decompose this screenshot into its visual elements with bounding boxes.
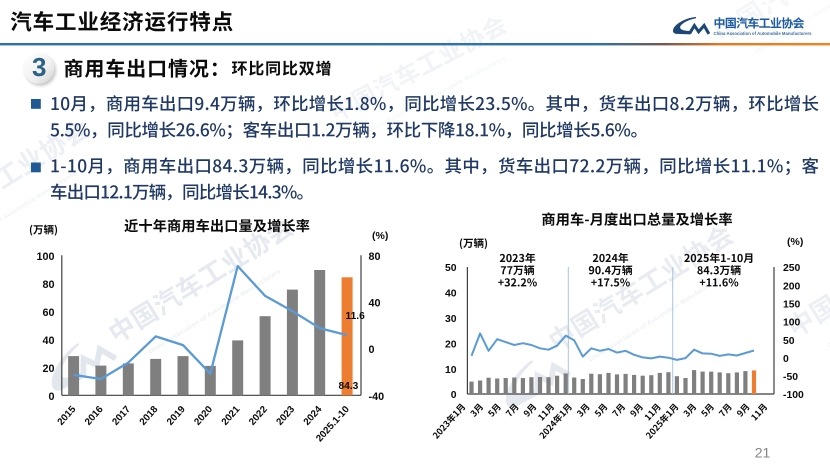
svg-text:2017: 2017 — [110, 404, 133, 428]
svg-text:2024: 2024 — [302, 404, 325, 428]
svg-text:60: 60 — [42, 307, 54, 319]
svg-text:11.6: 11.6 — [346, 311, 366, 322]
svg-text:80: 80 — [42, 279, 54, 291]
svg-text:2020: 2020 — [192, 404, 215, 428]
svg-text:10: 10 — [445, 365, 457, 376]
svg-text:-100: -100 — [783, 390, 804, 401]
svg-text:2022: 2022 — [247, 404, 270, 428]
svg-text:40: 40 — [369, 298, 381, 310]
svg-text:40: 40 — [42, 335, 54, 347]
svg-text:0: 0 — [451, 390, 457, 401]
svg-text:40: 40 — [445, 289, 457, 300]
svg-text:2015: 2015 — [56, 404, 79, 428]
svg-text:84.3: 84.3 — [339, 381, 359, 392]
svg-text:20: 20 — [42, 363, 54, 375]
svg-text:21: 21 — [755, 445, 771, 461]
svg-text:2016: 2016 — [83, 404, 106, 428]
svg-text:200: 200 — [783, 281, 801, 292]
svg-text:(%): (%) — [372, 230, 388, 242]
svg-text:50: 50 — [445, 263, 457, 274]
svg-text:2021: 2021 — [220, 404, 243, 428]
svg-text:80: 80 — [369, 251, 381, 263]
svg-text:2019: 2019 — [165, 404, 188, 428]
svg-text:China Association of Automobil: China Association of Automobile Manufact… — [714, 31, 813, 36]
svg-text:30: 30 — [445, 314, 457, 325]
svg-text:20: 20 — [445, 339, 457, 350]
svg-text:100: 100 — [783, 318, 801, 329]
svg-text:2018: 2018 — [138, 404, 161, 428]
svg-text:2023: 2023 — [274, 404, 297, 428]
svg-text:0: 0 — [783, 354, 789, 365]
svg-text:(%): (%) — [787, 236, 803, 248]
svg-text:China Association of Automobil: China Association of Automobile Manufact… — [753, 0, 830, 56]
svg-text:100: 100 — [36, 251, 54, 263]
svg-text:-50: -50 — [783, 372, 798, 383]
svg-text:150: 150 — [783, 299, 801, 310]
svg-text:0: 0 — [369, 344, 375, 356]
svg-text:0: 0 — [48, 391, 54, 403]
svg-text:50: 50 — [783, 336, 795, 347]
svg-text:-40: -40 — [369, 391, 385, 403]
svg-text:250: 250 — [783, 263, 801, 274]
svg-text:3: 3 — [32, 52, 46, 82]
